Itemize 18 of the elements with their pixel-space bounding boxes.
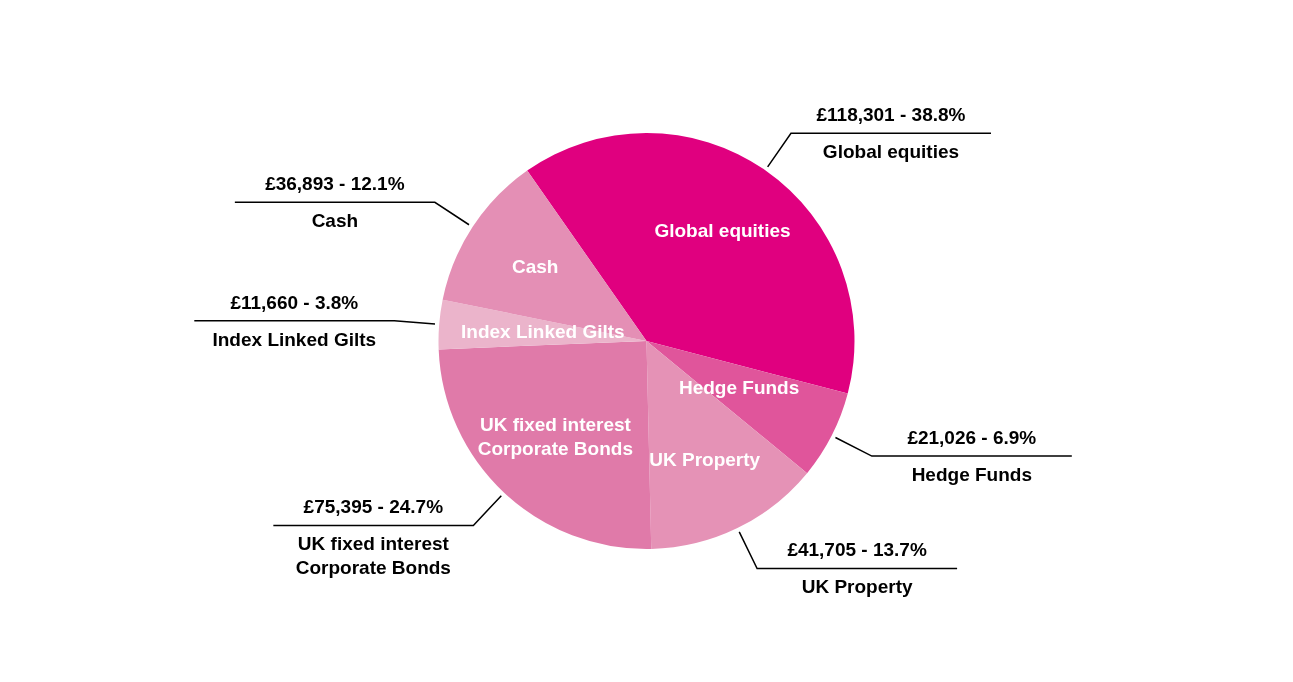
slice-label: UK fixed interest Corporate Bonds (477, 414, 633, 460)
slice-label: Hedge Funds (678, 376, 800, 398)
slice-label: UK Property (801, 576, 913, 598)
slice-label: Cash (511, 256, 559, 278)
slice-label: Global equities (822, 141, 960, 163)
slice-label: Cash (311, 210, 359, 232)
slice-label: UK Property (649, 448, 761, 470)
slice-label: Index Linked Gilts (212, 328, 377, 350)
data-label: £11,660 - 3.8% (230, 291, 359, 313)
slice-label: UK fixed interest Corporate Bonds (295, 533, 451, 579)
data-label: £41,705 - 13.7% (787, 539, 927, 561)
data-label: £36,893 - 12.1% (265, 173, 405, 195)
data-label: £21,026 - 6.9% (907, 426, 1037, 448)
slice-label: Index Linked Gilts (461, 320, 625, 342)
slice-label: Global equities (654, 219, 791, 241)
slice-label: Hedge Funds (911, 463, 1032, 485)
data-label: £75,395 - 24.7% (303, 496, 444, 518)
data-label: £118,301 - 38.8% (816, 104, 966, 126)
